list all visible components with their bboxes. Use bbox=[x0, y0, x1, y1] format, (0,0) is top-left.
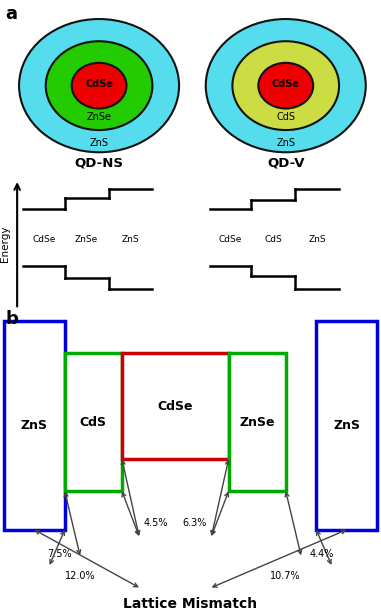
Text: CdS: CdS bbox=[264, 235, 282, 244]
Text: b: b bbox=[6, 310, 19, 328]
Text: ZnS: ZnS bbox=[90, 138, 109, 148]
Bar bbox=[316, 321, 377, 529]
Text: ZnS: ZnS bbox=[276, 138, 295, 148]
Bar bbox=[229, 353, 286, 491]
Text: CdSe: CdSe bbox=[85, 79, 113, 89]
Circle shape bbox=[72, 63, 126, 109]
Text: CdSe: CdSe bbox=[219, 235, 242, 244]
Text: 7.5%: 7.5% bbox=[47, 549, 71, 559]
Text: QD-NS: QD-NS bbox=[75, 157, 123, 170]
Text: Lattice Mismatch: Lattice Mismatch bbox=[123, 597, 258, 610]
Circle shape bbox=[232, 41, 339, 130]
Text: 4.5%: 4.5% bbox=[144, 518, 168, 528]
Text: ZnSe: ZnSe bbox=[86, 112, 112, 123]
Bar bbox=[122, 353, 229, 459]
Text: ZnSe: ZnSe bbox=[75, 235, 98, 244]
Text: CdS: CdS bbox=[276, 112, 295, 123]
Text: CdSe: CdSe bbox=[157, 400, 193, 412]
Text: 6.3%: 6.3% bbox=[182, 518, 207, 528]
Text: CdSe: CdSe bbox=[272, 79, 300, 89]
Text: ZnS: ZnS bbox=[308, 235, 326, 244]
Circle shape bbox=[19, 19, 179, 152]
Text: ZnS: ZnS bbox=[333, 419, 360, 432]
Text: CdS: CdS bbox=[80, 415, 107, 429]
Text: QD-V: QD-V bbox=[267, 157, 304, 170]
Text: Energy: Energy bbox=[0, 226, 10, 262]
Text: CdSe: CdSe bbox=[32, 235, 56, 244]
Text: a: a bbox=[6, 5, 18, 23]
Circle shape bbox=[258, 63, 313, 109]
Text: 10.7%: 10.7% bbox=[271, 572, 301, 581]
Text: ZnS: ZnS bbox=[122, 235, 139, 244]
Circle shape bbox=[46, 41, 152, 130]
Text: 12.0%: 12.0% bbox=[65, 572, 95, 581]
Circle shape bbox=[206, 19, 366, 152]
Text: ZnSe: ZnSe bbox=[239, 415, 275, 429]
Bar bbox=[4, 321, 65, 529]
Bar bbox=[65, 353, 122, 491]
Text: ZnS: ZnS bbox=[21, 419, 48, 432]
Text: 4.4%: 4.4% bbox=[310, 549, 334, 559]
